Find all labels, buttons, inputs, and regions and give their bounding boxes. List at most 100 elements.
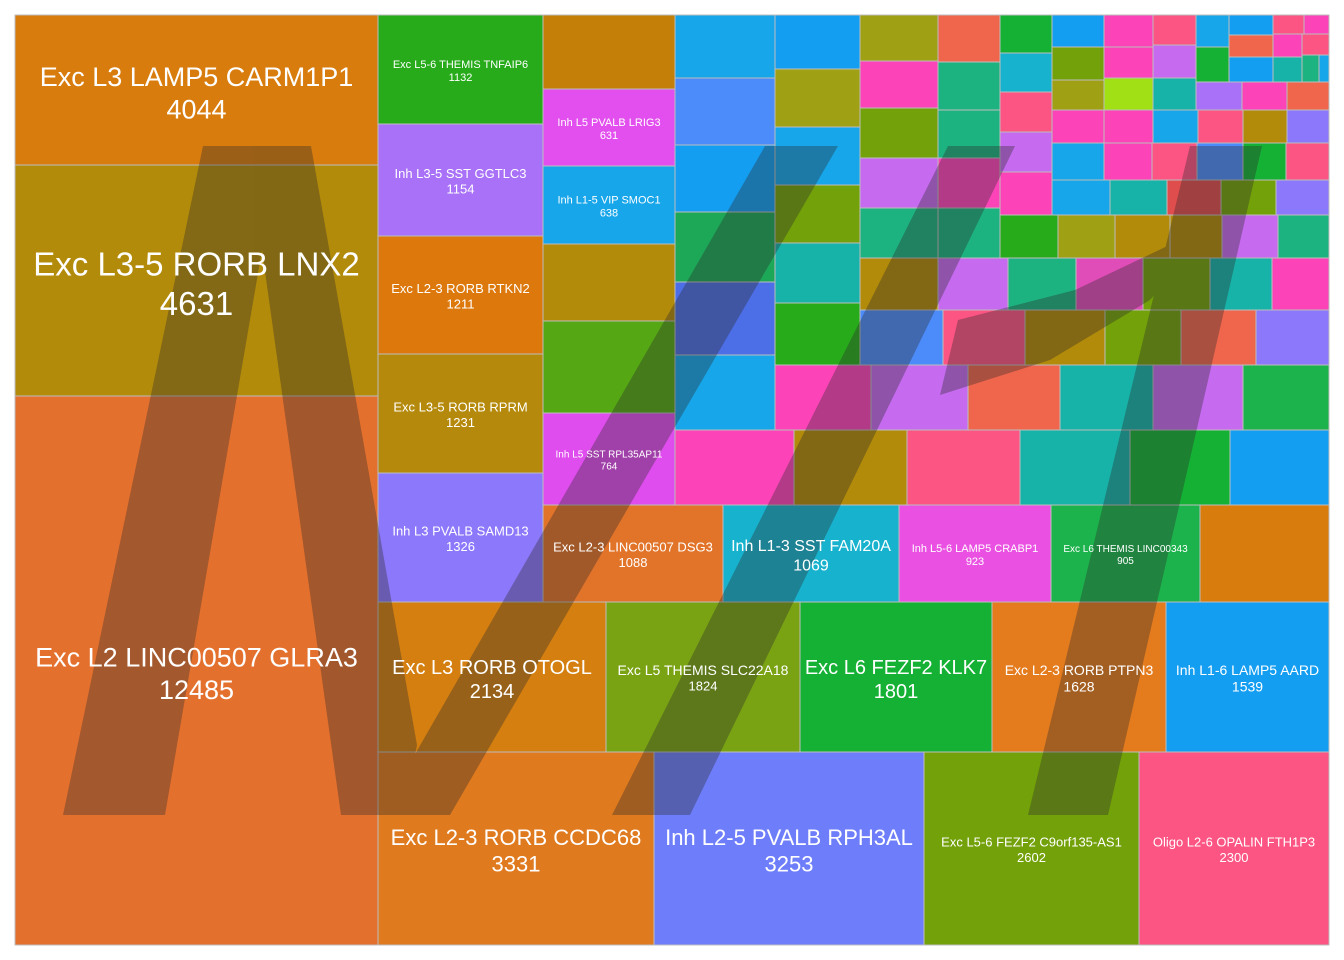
treemap-cell	[937, 207, 1001, 259]
treemap-cell	[774, 14, 861, 70]
treemap-cell	[937, 157, 1001, 209]
cell-value: 1154	[447, 182, 475, 197]
treemap-cell	[1229, 429, 1330, 506]
cell-label: Inh L3-5 SST GGTLC3	[395, 166, 527, 181]
treemap-cell	[1220, 179, 1277, 216]
treemap-cell-labeled	[542, 412, 676, 506]
treemap-cell	[793, 429, 908, 506]
cell-value: 4044	[166, 94, 226, 124]
treemap-cell	[1195, 81, 1243, 111]
treemap-cell	[1059, 364, 1154, 431]
cell-label: Exc L2-3 RORB PTPN3	[1005, 662, 1154, 678]
treemap-cell-labeled	[923, 751, 1140, 946]
treemap-cell	[1103, 46, 1154, 79]
treemap-cell	[1255, 309, 1330, 366]
cell-label: Oligo L2-6 OPALIN FTH1P3	[1153, 835, 1315, 850]
treemap-cell	[870, 364, 969, 431]
treemap-cell	[1228, 14, 1274, 36]
cell-label: Exc L3 RORB OTOGL	[392, 657, 592, 679]
treemap-cell	[1318, 54, 1330, 83]
treemap-cell	[1195, 46, 1230, 83]
cell-label: Inh L1-6 LAMP5 AARD	[1176, 662, 1319, 678]
treemap-cell	[1103, 142, 1153, 181]
treemap-cell	[1277, 214, 1330, 259]
treemap-cell	[1103, 109, 1154, 144]
cell-label: Exc L3-5 RORB LNX2	[33, 246, 359, 283]
cell-label: Inh L1-3 SST FAM20A	[731, 538, 891, 555]
treemap-cell	[1209, 257, 1273, 311]
treemap-cell	[999, 91, 1053, 133]
treemap-cell	[859, 107, 939, 159]
cell-value: 1132	[449, 72, 473, 84]
cell-label: Inh L5 SST RPL35AP11	[556, 450, 663, 461]
treemap-cell	[859, 207, 939, 259]
treemap-cell	[1152, 109, 1199, 144]
treemap-cell-labeled	[377, 14, 544, 125]
treemap-cell-labeled	[377, 353, 544, 474]
treemap-cell	[1286, 81, 1330, 111]
treemap-cell	[1197, 109, 1244, 144]
treemap-cell	[859, 14, 939, 62]
cell-value: 1088	[619, 555, 648, 570]
treemap-cell-labeled	[1138, 751, 1330, 946]
treemap-cell	[1051, 46, 1105, 81]
treemap-cell	[1228, 56, 1274, 83]
treemap-cell-labeled	[653, 751, 925, 946]
treemap-cell	[859, 309, 944, 366]
treemap-cell	[774, 302, 861, 366]
treemap-cell	[774, 68, 861, 128]
treemap-cell	[1152, 14, 1197, 46]
treemap-cell	[1242, 364, 1330, 431]
treemap-cell	[1275, 179, 1330, 216]
treemap-cell	[1114, 214, 1171, 259]
treemap-cell	[674, 354, 776, 431]
treemap-cell-labeled	[377, 472, 544, 603]
cell-value: 1628	[1063, 679, 1094, 695]
treemap-cell	[1272, 14, 1305, 35]
cell-label: Exc L6 FEZF2 KLK7	[805, 657, 987, 679]
treemap-cell	[1051, 14, 1105, 48]
treemap-cell	[774, 364, 872, 431]
treemap-cell	[1285, 142, 1330, 181]
treemap-cell	[937, 257, 1009, 311]
treemap-cell-labeled	[542, 504, 724, 603]
treemap-cell	[542, 243, 676, 322]
cell-value: 1326	[446, 539, 475, 554]
cell-label: Exc L2-3 RORB CCDC68	[391, 825, 642, 850]
treemap-cell-labeled	[991, 601, 1167, 753]
treemap-cell-labeled	[1165, 601, 1330, 753]
treemap-cell	[859, 257, 939, 311]
treemap-cell	[1103, 14, 1154, 48]
treemap-cell-labeled	[14, 164, 379, 397]
treemap-cell	[1019, 429, 1131, 506]
watermark-logo	[63, 146, 1262, 815]
treemap-cell	[937, 109, 1001, 159]
treemap-cell	[1075, 257, 1144, 311]
cell-value: 4631	[160, 285, 233, 322]
cell-label: Exc L2 LINC00507 GLRA3	[35, 642, 358, 672]
treemap-cell-labeled	[377, 123, 544, 237]
cell-value: 2134	[470, 681, 515, 703]
treemap-cell	[1271, 257, 1330, 311]
cell-value: 3253	[765, 852, 814, 877]
treemap-cell	[1303, 14, 1330, 35]
treemap-cell	[1151, 142, 1198, 181]
treemap-cell	[937, 14, 1001, 63]
cell-label: Exc L2-3 RORB RTKN2	[391, 281, 529, 296]
treemap-cells	[14, 14, 1330, 946]
treemap-cell-labeled	[542, 88, 676, 167]
treemap-cell	[906, 429, 1021, 506]
cell-value: 1231	[446, 415, 475, 430]
treemap-cell	[1057, 214, 1116, 259]
cell-label: Inh L2-5 PVALB RPH3AL	[665, 825, 913, 850]
treemap-cell-labeled	[377, 235, 544, 355]
treemap-cell	[1152, 44, 1197, 79]
treemap-cell	[859, 60, 939, 109]
treemap-cell	[1166, 179, 1222, 216]
treemap-cell	[774, 126, 861, 186]
treemap-cell	[1272, 56, 1303, 83]
treemap-cell	[967, 364, 1061, 431]
treemap-cell	[1199, 504, 1330, 603]
cell-label: Exc L6 THEMIS LINC00343	[1063, 544, 1188, 555]
